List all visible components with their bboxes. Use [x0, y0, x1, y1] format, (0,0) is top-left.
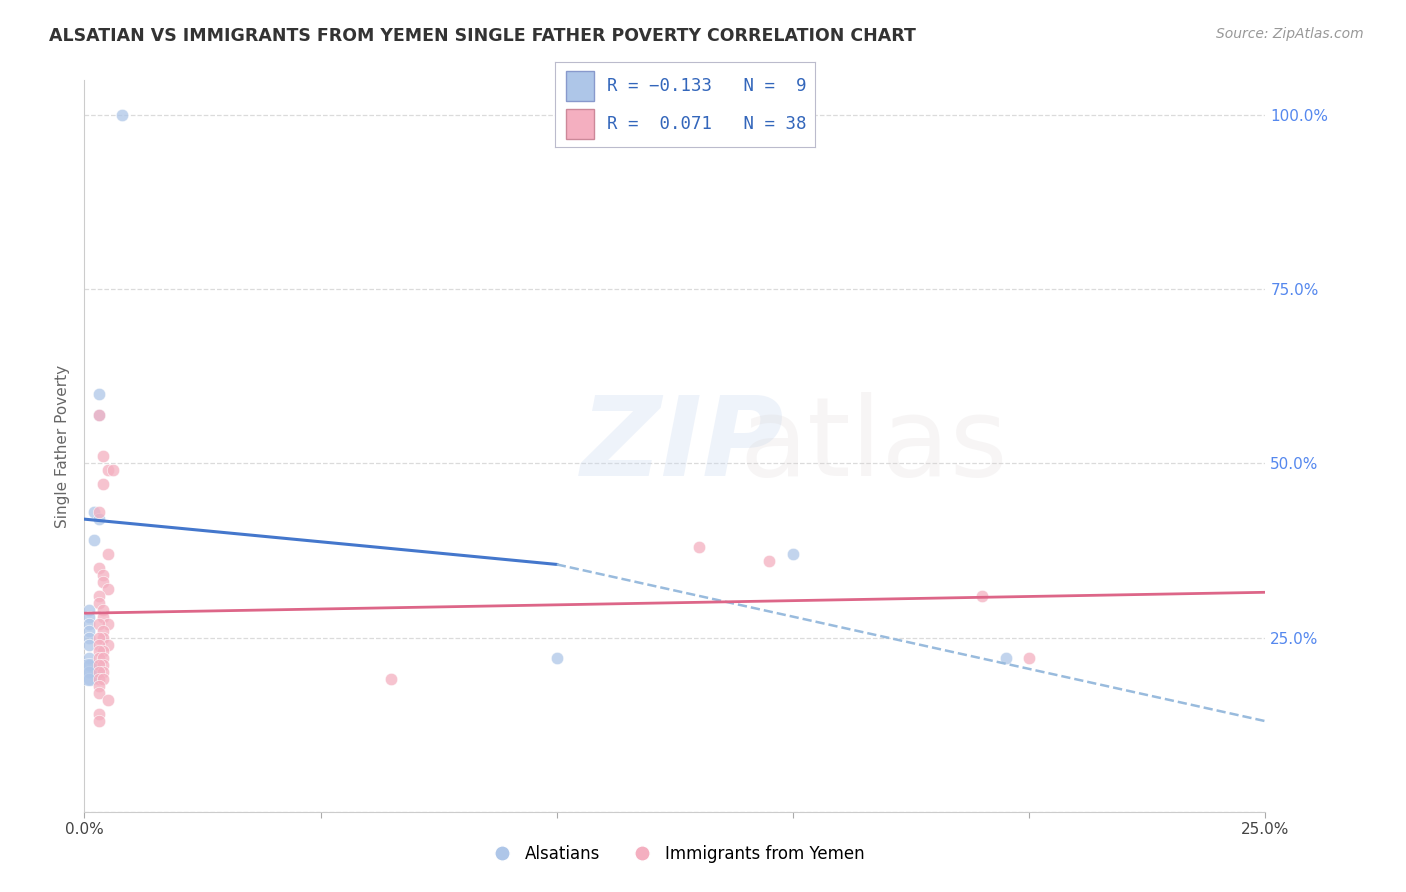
- Point: [91, 574, 114, 589]
- Point: [77, 673, 100, 687]
- Point: [91, 450, 114, 464]
- Point: [91, 624, 114, 638]
- Point: [91, 603, 114, 617]
- Point: [111, 108, 134, 122]
- Point: [91, 673, 114, 687]
- Point: [87, 679, 110, 693]
- Point: [87, 589, 110, 603]
- Point: [77, 665, 100, 680]
- Point: [758, 554, 780, 568]
- Legend: Alsatians, Immigrants from Yemen: Alsatians, Immigrants from Yemen: [478, 838, 872, 869]
- Point: [688, 540, 710, 554]
- Point: [782, 547, 804, 561]
- Point: [77, 631, 100, 645]
- Point: [83, 505, 105, 519]
- Point: [87, 707, 110, 722]
- Point: [87, 408, 110, 422]
- Text: Source: ZipAtlas.com: Source: ZipAtlas.com: [1216, 27, 1364, 41]
- Text: ZIP: ZIP: [581, 392, 785, 500]
- Point: [77, 603, 100, 617]
- Point: [97, 547, 120, 561]
- Point: [97, 638, 120, 652]
- Point: [97, 582, 120, 596]
- Bar: [565, 71, 595, 101]
- Point: [87, 561, 110, 575]
- Point: [97, 616, 120, 631]
- Point: [91, 631, 114, 645]
- Point: [97, 463, 120, 477]
- Point: [101, 463, 124, 477]
- Point: [546, 651, 568, 665]
- Point: [87, 638, 110, 652]
- Point: [87, 658, 110, 673]
- Point: [87, 616, 110, 631]
- Point: [91, 658, 114, 673]
- Point: [87, 665, 110, 680]
- Point: [77, 609, 100, 624]
- Point: [87, 651, 110, 665]
- Point: [380, 673, 402, 687]
- Point: [77, 651, 100, 665]
- Point: [77, 638, 100, 652]
- Point: [87, 386, 110, 401]
- Point: [1018, 651, 1040, 665]
- Y-axis label: Single Father Poverty: Single Father Poverty: [55, 365, 70, 527]
- Point: [87, 408, 110, 422]
- Point: [87, 714, 110, 728]
- Point: [91, 644, 114, 658]
- Point: [77, 616, 100, 631]
- Point: [97, 693, 120, 707]
- Point: [77, 624, 100, 638]
- Point: [77, 665, 100, 680]
- Point: [87, 512, 110, 526]
- Point: [87, 505, 110, 519]
- Text: atlas: atlas: [740, 392, 1008, 500]
- Point: [83, 533, 105, 547]
- Point: [87, 631, 110, 645]
- Point: [77, 658, 100, 673]
- Point: [970, 589, 993, 603]
- Text: R = −0.133   N =  9: R = −0.133 N = 9: [607, 77, 807, 95]
- Point: [91, 609, 114, 624]
- Bar: [565, 109, 595, 139]
- Point: [87, 686, 110, 700]
- Point: [87, 673, 110, 687]
- Text: R =  0.071   N = 38: R = 0.071 N = 38: [607, 115, 807, 133]
- Point: [91, 665, 114, 680]
- Point: [87, 596, 110, 610]
- Point: [91, 567, 114, 582]
- Point: [91, 477, 114, 491]
- Point: [994, 651, 1017, 665]
- Point: [91, 651, 114, 665]
- Point: [87, 644, 110, 658]
- Text: ALSATIAN VS IMMIGRANTS FROM YEMEN SINGLE FATHER POVERTY CORRELATION CHART: ALSATIAN VS IMMIGRANTS FROM YEMEN SINGLE…: [49, 27, 917, 45]
